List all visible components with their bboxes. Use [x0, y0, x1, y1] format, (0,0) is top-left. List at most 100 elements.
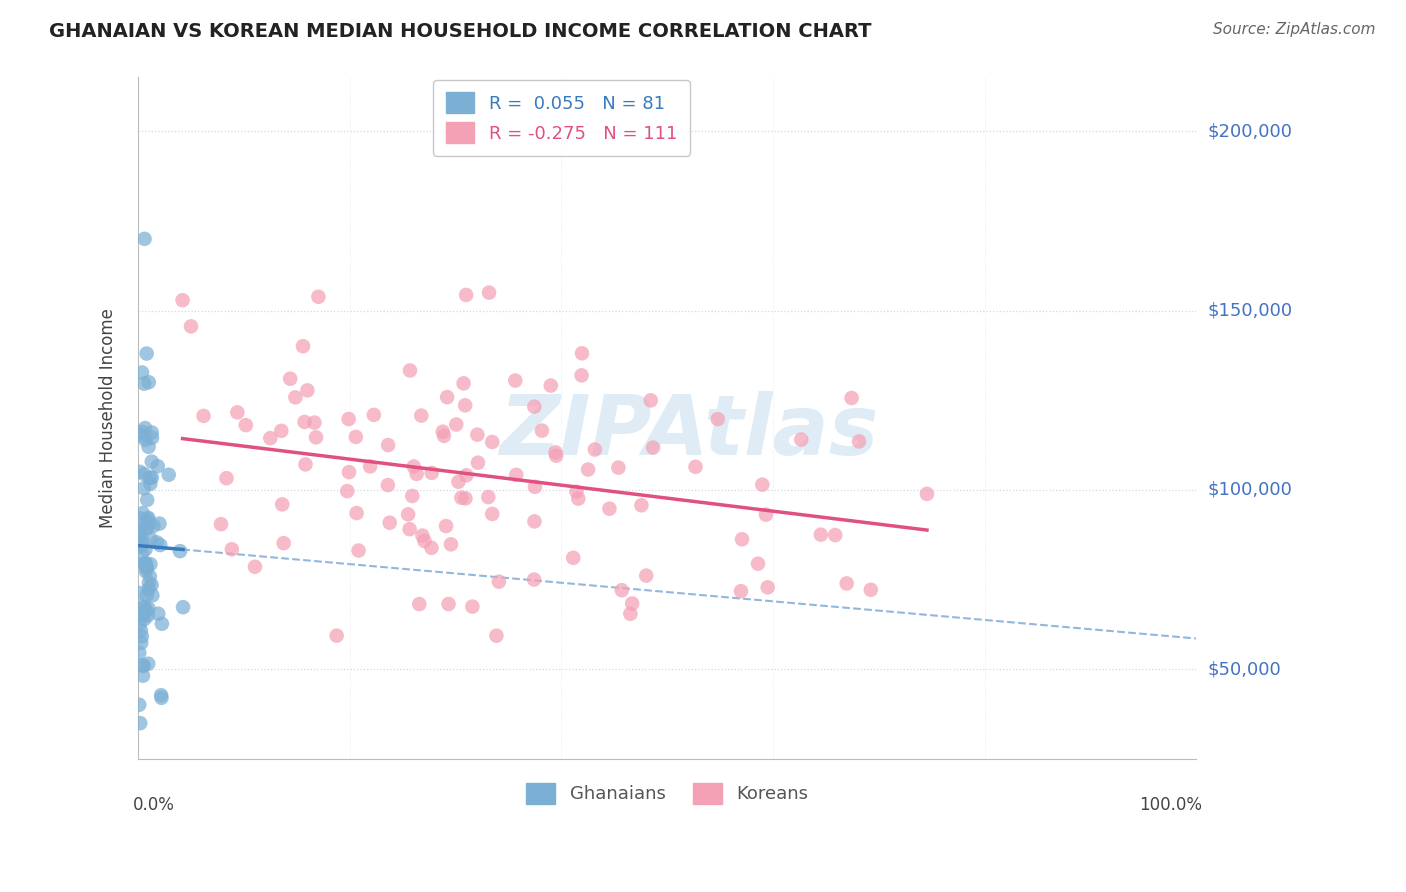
Point	[180, 319, 202, 334]
Point	[481, 434, 503, 449]
Point	[128, 646, 150, 660]
Legend: Ghanaians, Koreans: Ghanaians, Koreans	[519, 776, 815, 811]
Point	[128, 534, 150, 549]
Point	[619, 607, 641, 621]
Point	[304, 416, 326, 430]
Point	[583, 442, 606, 457]
Text: 0.0%: 0.0%	[134, 797, 174, 814]
Point	[129, 465, 152, 479]
Point	[630, 498, 652, 512]
Point	[706, 412, 728, 426]
Point	[131, 658, 153, 673]
Text: $150,000: $150,000	[1208, 301, 1292, 319]
Point	[142, 519, 165, 533]
Point	[149, 538, 172, 552]
Point	[523, 400, 546, 414]
Point	[467, 456, 489, 470]
Point	[454, 491, 477, 506]
Point	[344, 430, 367, 444]
Point	[135, 346, 157, 360]
Point	[420, 466, 443, 480]
Point	[848, 434, 870, 449]
Point	[685, 459, 707, 474]
Point	[141, 454, 163, 468]
Point	[359, 459, 381, 474]
Point	[128, 524, 150, 539]
Point	[297, 384, 319, 398]
Point	[131, 366, 153, 380]
Point	[148, 516, 170, 531]
Point	[790, 433, 813, 447]
Point	[141, 589, 163, 603]
Point	[610, 583, 633, 598]
Point	[134, 612, 156, 626]
Point	[132, 658, 155, 673]
Point	[129, 520, 152, 534]
Point	[835, 576, 858, 591]
Point	[336, 484, 359, 499]
Point	[636, 568, 658, 582]
Point	[131, 425, 153, 439]
Point	[377, 478, 399, 492]
Point	[436, 390, 458, 404]
Point	[129, 540, 152, 554]
Text: $100,000: $100,000	[1208, 481, 1292, 499]
Point	[215, 471, 238, 485]
Point	[571, 346, 593, 360]
Point	[138, 582, 160, 596]
Point	[132, 600, 155, 615]
Point	[294, 415, 316, 429]
Point	[346, 506, 368, 520]
Point	[544, 445, 567, 459]
Point	[172, 293, 194, 308]
Point	[209, 517, 232, 532]
Point	[278, 372, 301, 386]
Point	[132, 668, 155, 682]
Point	[129, 636, 152, 650]
Point	[824, 528, 846, 542]
Point	[134, 421, 156, 435]
Point	[598, 501, 620, 516]
Point	[221, 542, 243, 557]
Point	[461, 599, 484, 614]
Point	[453, 376, 475, 391]
Point	[456, 288, 478, 302]
Point	[402, 459, 425, 474]
Point	[135, 561, 157, 575]
Point	[291, 339, 314, 353]
Point	[398, 522, 420, 536]
Point	[134, 557, 156, 571]
Point	[136, 520, 159, 534]
Point	[136, 512, 159, 526]
Point	[485, 629, 508, 643]
Point	[337, 412, 360, 426]
Text: ZIPAtlas: ZIPAtlas	[499, 392, 879, 472]
Point	[129, 607, 152, 621]
Point	[284, 390, 307, 404]
Point	[477, 490, 499, 504]
Point	[505, 467, 527, 482]
Point	[273, 536, 295, 550]
Point	[751, 477, 773, 491]
Point	[307, 290, 329, 304]
Point	[131, 533, 153, 547]
Point	[456, 468, 478, 483]
Point	[325, 629, 347, 643]
Point	[131, 506, 153, 520]
Point	[377, 438, 399, 452]
Point	[134, 467, 156, 482]
Point	[481, 507, 503, 521]
Point	[503, 374, 526, 388]
Point	[450, 491, 472, 505]
Point	[747, 557, 769, 571]
Point	[136, 657, 159, 671]
Point	[135, 588, 157, 602]
Point	[810, 527, 832, 541]
Point	[128, 511, 150, 525]
Point	[447, 475, 470, 489]
Point	[841, 391, 863, 405]
Point	[567, 491, 589, 506]
Point	[571, 368, 593, 383]
Text: Source: ZipAtlas.com: Source: ZipAtlas.com	[1212, 22, 1375, 37]
Point	[135, 603, 157, 617]
